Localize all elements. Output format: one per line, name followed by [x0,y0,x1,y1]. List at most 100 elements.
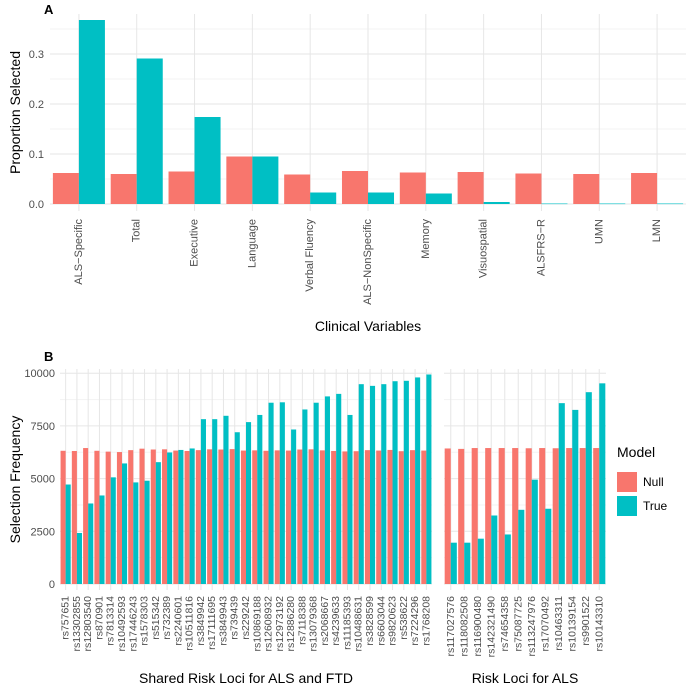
panel-b-bar-null [240,450,246,584]
panel-a-bar-null [110,174,137,204]
panel-a-bar-null [52,173,79,204]
panel-a-label: A [44,2,54,17]
panel-b-bar-null [353,451,359,584]
panel-a-bar-null [168,171,195,204]
panel-a-ylabel: Proportion Selected [7,51,23,174]
panel-a-bar-null [631,173,658,204]
panel-b-bar-null [218,449,224,584]
panel-b-bar-true [155,462,161,584]
panel-b-bar-null [485,448,492,584]
legend-swatch-true [617,496,637,516]
panel-b-bar-true [324,396,330,584]
panel-b-xtick-label: rs10139154 [566,596,578,652]
panel-b-bar-null [229,449,235,584]
panel-b-ylabel: Selection Frequency [7,416,23,544]
panel-b-bar-null [116,452,122,584]
panel-b-bar-true [223,415,229,584]
panel-a-xtick-label: ALS−Specific [73,219,85,285]
panel-b-bar-null [195,450,201,584]
panel-b-bar-true [531,479,538,584]
panel-b-bar-null [512,448,519,584]
panel-b-facet-xlabel: Risk Loci for ALS [472,670,579,686]
panel-b-xtick-label: rs2068667 [319,596,331,646]
panel-b-bar-null [398,451,404,584]
panel-b-xtick-label: rs17111695 [206,596,218,650]
panel-b-xtick-label: rs74654358 [499,596,511,652]
panel-b-bar-true [302,409,308,584]
panel-a-bar-true [194,117,221,204]
panel-b-xtick-label: rs13079368 [308,596,320,652]
panel-b-xtick-label: rs10143310 [593,596,605,652]
panel-a-xtick-label: ALS−NonSpecific [362,219,374,305]
panel-a-bar-true [541,203,568,205]
panel-b-ytick-label: 0 [49,579,55,591]
panel-b-bar-true [212,419,218,584]
panel-a-bar-null [573,174,600,204]
panel-b-xtick-label: rs17446243 [127,596,139,652]
panel-b-xtick-label: rs9820623 [387,596,399,646]
panel-b-xtick-label: rs10488631 [353,596,365,652]
panel-b: B Selection Frequency 0 2500 5000 7500 10000 rs… [7,349,606,686]
panel-b-bar-true [477,538,484,584]
panel-b-xtick-label: rs12973192 [274,596,286,652]
panel-b-bar-true [415,377,421,584]
panel-b-bar-true [88,503,94,584]
panel-b-bar-null [421,450,427,584]
panel-b-bar-null [71,450,77,584]
panel-b-bar-null [331,450,337,584]
panel-a-xtick-label: Executive [189,219,201,267]
panel-a-bar-null [457,172,484,204]
panel-a-bar-null [284,174,311,204]
panel-b-bar-true [234,432,240,584]
panel-a-xtick-label: Verbal Fluency [304,219,316,292]
panel-b-xtick-label: rs538622 [398,596,410,640]
legend-label-null: Null [643,475,664,489]
panel-b-bar-null [252,450,258,584]
panel-b-bar-null [139,448,145,584]
panel-b-xtick-label: rs116900480 [472,596,484,657]
panel-b-bar-null [105,451,111,584]
panel-b-xtick-label: rs7118388 [296,596,308,645]
panel-b-facet-2: rs117027576 rs118082508 rs116900480 rs14232… [444,369,606,686]
panel-b-bar-true [392,381,398,584]
panel-b-bar-true [347,414,353,584]
panel-b-bar-true [358,384,364,584]
panel-b-bar-null [308,449,314,584]
panel-b-bar-true [336,393,342,584]
panel-a-bar-true [136,58,163,204]
panel-b-bar-true [403,380,409,584]
panel-b-xtick-label: rs17070492 [539,596,551,652]
panel-b-bar-null [207,449,213,584]
panel-b-xtick-label: rs229242 [240,596,252,640]
panel-a-ytick-label: 0.3 [29,49,44,61]
panel-b-bar-true [178,449,184,584]
panel-a-bar-true [657,203,684,205]
legend-label-true: True [643,499,668,513]
panel-b-bar-null [410,450,416,584]
panel-b-xtick-label: rs3828599 [364,596,376,646]
legend: Model Null True [617,444,668,516]
panel-b-bar-null [376,450,382,584]
legend-title: Model [617,444,655,460]
panel-b-bar-null [579,448,586,584]
panel-b-bar-null [162,449,168,584]
panel-b-bar-true [599,383,606,584]
panel-a-bar-null [341,171,368,204]
panel-b-bar-null [342,451,348,584]
panel-b-xtick-label: rs10492593 [116,596,128,652]
panel-a-ytick-label: 0.1 [29,149,44,161]
panel-b-xtick-label: rs732389 [161,596,173,640]
panel-b-ytick-label: 5000 [31,474,55,486]
panel-b-ytick-label: 7500 [31,421,55,433]
panel-b-bar-true [370,385,376,584]
panel-b-bar-null [150,449,156,584]
panel-b-bar-null [128,450,134,584]
panel-b-xtick-label: rs7224296 [409,596,421,646]
panel-b-xtick-label: rs1578303 [139,596,151,646]
panel-b-bar-true [110,477,116,584]
panel-a-bar-null [399,172,426,204]
panel-b-xtick-label: rs12608932 [263,596,275,652]
panel-b-xtick-label: rs2240601 [172,596,184,646]
panel-b-facet-1: rs757651 rs13302855 rs12803540 rs870901 rs78… [60,369,432,686]
panel-a-xtick-label: Language [246,219,258,268]
